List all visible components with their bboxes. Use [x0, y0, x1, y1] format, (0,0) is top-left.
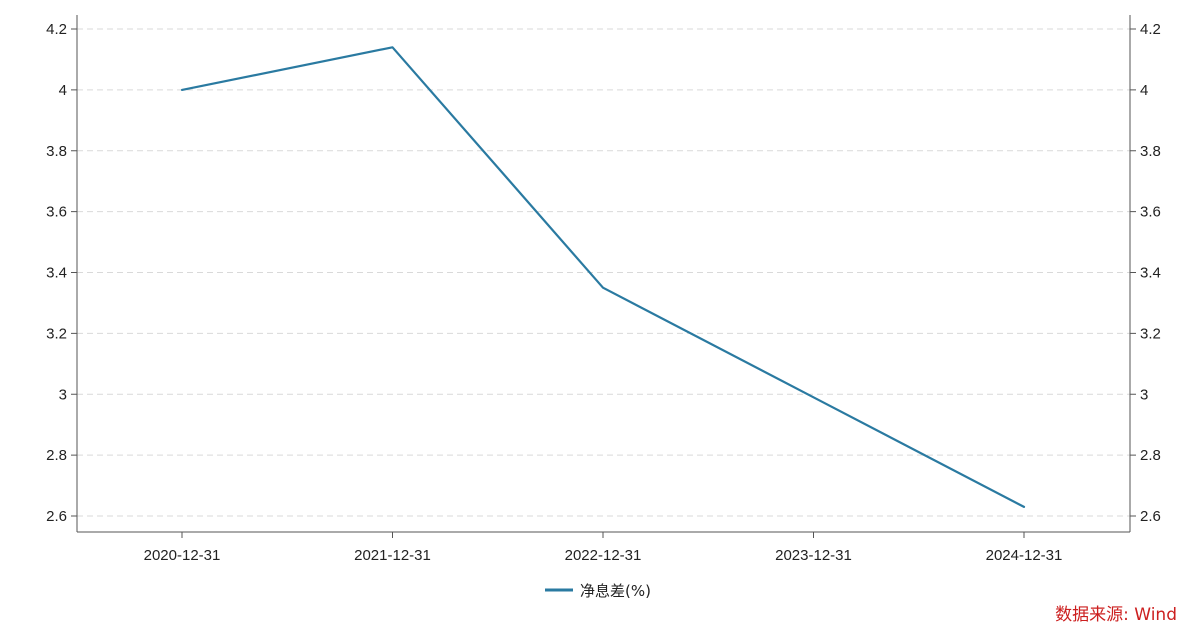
- series-lines: [180, 46, 1026, 508]
- data-source-label: 数据来源: Wind: [1055, 605, 1177, 625]
- series-line: [180, 46, 1026, 508]
- y-tick-label-left: 3.4: [46, 265, 67, 282]
- x-tick-label: 2022-12-31: [565, 547, 642, 564]
- x-tick-label: 2021-12-31: [354, 547, 431, 564]
- y-tick-label-right: 2.6: [1140, 508, 1161, 525]
- x-tick-label: 2020-12-31: [144, 547, 221, 564]
- y-tick-label-left: 2.6: [46, 508, 67, 525]
- legend-label: 净息差(%): [580, 582, 651, 600]
- axes: [76, 15, 1131, 533]
- x-tick-label: 2024-12-31: [986, 547, 1063, 564]
- grid-lines: [77, 28, 1130, 517]
- y-tick-label-right: 4.2: [1140, 21, 1161, 38]
- y-tick-label-right: 3.6: [1140, 204, 1161, 221]
- y-tick-label-right: 3.8: [1140, 143, 1161, 160]
- y-tick-label-right: 4: [1140, 82, 1148, 99]
- y-tick-label-right: 3.4: [1140, 265, 1161, 282]
- y-tick-label-right: 3.2: [1140, 325, 1161, 342]
- y-tick-label-left: 3.8: [46, 143, 67, 160]
- y-tick-label-right: 2.8: [1140, 447, 1161, 464]
- y-tick-label-left: 4.2: [46, 21, 67, 38]
- y-tick-label-right: 3: [1140, 386, 1148, 403]
- legend: 净息差(%): [545, 582, 651, 600]
- y-tick-label-left: 3: [59, 386, 67, 403]
- x-tick-label: 2023-12-31: [775, 547, 852, 564]
- y-tick-label-left: 3.2: [46, 325, 67, 342]
- y-tick-label-left: 2.8: [46, 447, 67, 464]
- y-tick-label-left: 3.6: [46, 204, 67, 221]
- axis-ticks: 2.6 2.6 2.8 2.8 3 3 3.2 3.2 3.4 3.4 3.6 3.6 3.8 3.8 4 4…: [46, 21, 1161, 564]
- y-tick-label-left: 4: [59, 82, 67, 99]
